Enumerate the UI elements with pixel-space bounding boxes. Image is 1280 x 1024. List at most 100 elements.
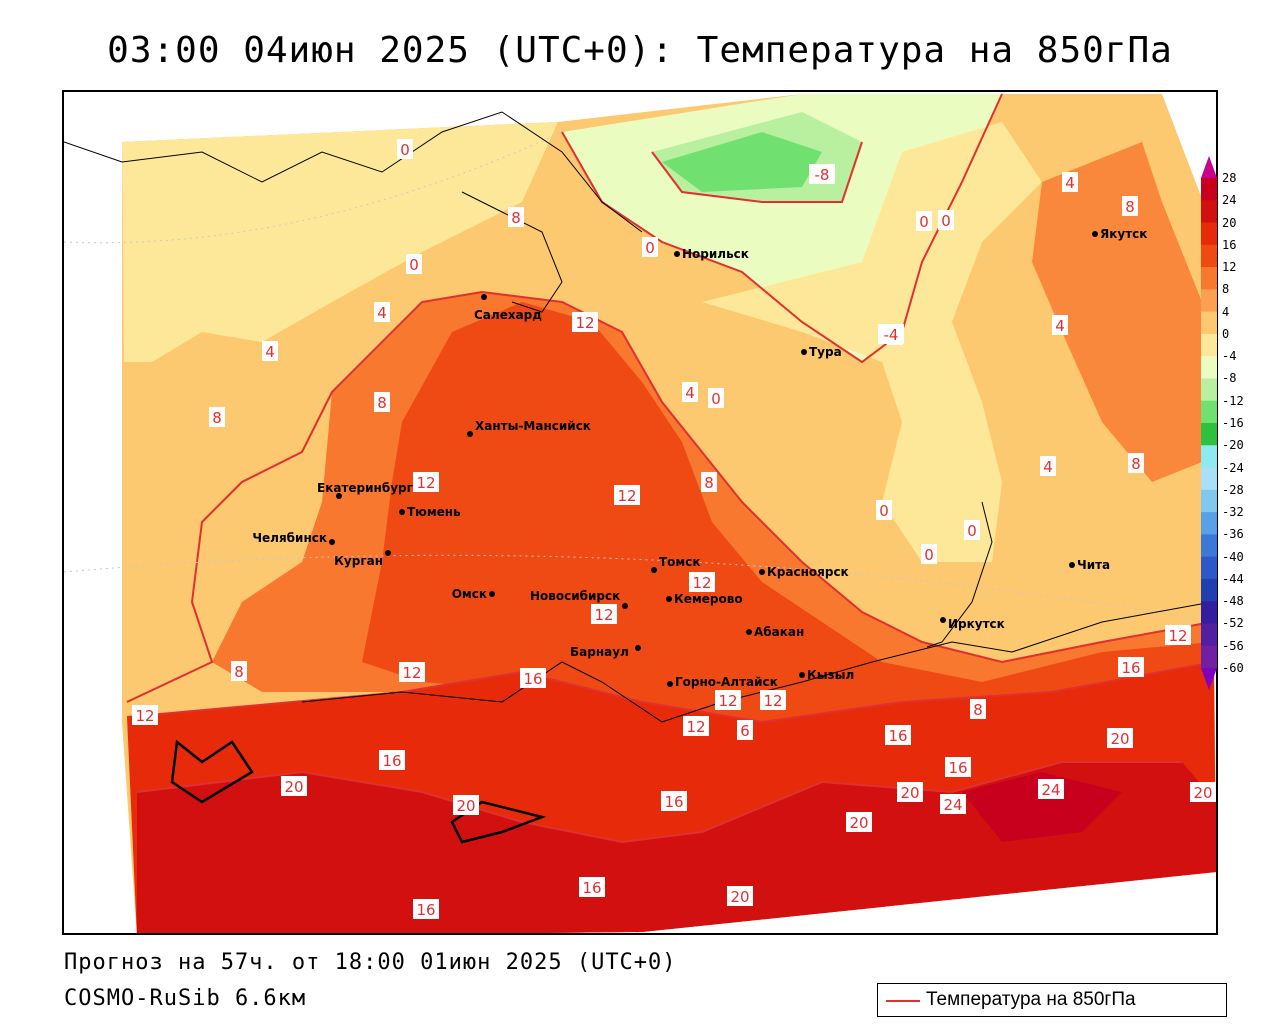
isotherm-label: 20 xyxy=(1110,730,1129,748)
colorbar-tick-label: -36 xyxy=(1222,527,1244,542)
isotherm-label-box xyxy=(940,794,966,814)
isotherm-label-box xyxy=(379,750,405,770)
isotherm-label-box xyxy=(885,725,911,745)
isotherm-label-box xyxy=(682,382,698,402)
isotherm-label-box xyxy=(1040,456,1056,476)
colorbar-tick-label: -24 xyxy=(1222,460,1244,475)
city-label: Екатеринбург xyxy=(317,481,413,495)
colorbar-tick-label: -40 xyxy=(1222,549,1244,564)
map-title: 03:00 04июн 2025 (UTC+0): Температура на… xyxy=(107,30,1173,71)
isotherm-label-box xyxy=(132,705,158,725)
isotherm-label: 24 xyxy=(943,796,962,814)
city-label: Новосибирск xyxy=(530,589,620,603)
colorbar-tick-label: -12 xyxy=(1222,393,1244,408)
city-marker xyxy=(666,596,672,602)
isotherm-label: 16 xyxy=(416,901,435,919)
city-label: Якутск xyxy=(1100,227,1147,241)
isotherm-label-box xyxy=(614,485,640,505)
city-marker xyxy=(667,681,673,687)
colorbar-cell xyxy=(1201,289,1217,313)
colorbar-tick-label: -48 xyxy=(1222,594,1244,609)
temperature-zone-0-4-east xyxy=(702,122,1042,562)
isotherm-label: 16 xyxy=(948,759,967,777)
isotherm-label: 0 xyxy=(645,239,655,257)
isotherm-label-box xyxy=(921,544,937,564)
isotherm-label-box xyxy=(413,472,439,492)
isotherm-label-box xyxy=(689,572,715,592)
isotherm-label: 16 xyxy=(888,727,907,745)
colorbar-tick-label: 24 xyxy=(1222,193,1237,208)
city-label: Салехард xyxy=(474,308,542,322)
isotherm-label-box xyxy=(1107,728,1133,748)
city-label: Горно-Алтайск xyxy=(675,675,778,689)
colorbar-cell xyxy=(1201,222,1217,246)
isotherm-label-box xyxy=(374,302,390,322)
isotherm-label: 12 xyxy=(1168,627,1187,645)
isotherm-label-box xyxy=(374,392,390,412)
city-marker xyxy=(799,672,805,678)
isotherm-label: 8 xyxy=(511,209,521,227)
colorbar-cell xyxy=(1201,556,1217,580)
isotherm-label-box xyxy=(281,776,307,796)
temperature-zone-12-16 xyxy=(362,302,1214,722)
city-label: Омск xyxy=(452,587,487,601)
isotherm-label-box xyxy=(715,690,741,710)
city-label: Кемерово xyxy=(674,592,743,606)
grid-line xyxy=(64,554,1216,623)
colorbar-tick-label: -20 xyxy=(1222,438,1244,453)
colorbar-tick-label: 8 xyxy=(1222,282,1230,297)
isotherm-label: 12 xyxy=(135,707,154,725)
city-label: Красноярск xyxy=(767,565,849,579)
colorbar-tick-label: -28 xyxy=(1222,482,1244,497)
isotherm-label-box xyxy=(727,886,753,906)
temperature-zone-24-28 xyxy=(962,772,1122,842)
city-marker xyxy=(622,603,628,609)
isotherm-label-box xyxy=(231,661,247,681)
forecast-info: Прогноз на 57ч. от 18:00 01июн 2025 (UTC… xyxy=(64,950,677,975)
isotherm-label-box xyxy=(876,500,892,520)
colorbar-cell xyxy=(1201,512,1217,535)
isotherm-label-box xyxy=(760,690,786,710)
city-label: Челябинск xyxy=(252,531,327,545)
isotherm-label: 12 xyxy=(763,692,782,710)
isotherm-label-box xyxy=(701,472,717,492)
isotherm-label: 12 xyxy=(402,664,421,682)
city-label: Ханты-Мансийск xyxy=(475,419,591,433)
legend: Температура на 850гПа xyxy=(877,983,1227,1017)
isotherm-label: 4 xyxy=(377,304,387,322)
colorbar-cell xyxy=(1201,333,1217,357)
isotherm-label: 20 xyxy=(456,797,475,815)
colorbar-tick-label: -4 xyxy=(1222,349,1237,364)
isotherm-label-box xyxy=(399,662,425,682)
map-canvas: Салехард Норильск Якутск Тура Ханты-Мансийск… xyxy=(64,93,1216,933)
city-marker xyxy=(759,569,765,575)
isotherm-label-box xyxy=(591,604,617,624)
isotherm-labels-layer: 08044881212121212408-8004844800041216128… xyxy=(132,139,1216,919)
colorbar-cell xyxy=(1201,601,1217,624)
colorbar-tick-label: -32 xyxy=(1222,505,1244,520)
isotherm-label-box xyxy=(916,211,932,231)
colorbar-tick-label: -16 xyxy=(1222,416,1244,430)
city-label: Курган xyxy=(334,554,383,568)
isotherm-label-box xyxy=(1122,196,1138,216)
city-label: Томск xyxy=(659,555,701,569)
colorbar-tick-label: -8 xyxy=(1222,371,1237,386)
colorbar-cell xyxy=(1201,467,1217,491)
isotherm-label: 20 xyxy=(284,778,303,796)
colorbar-cell xyxy=(1201,311,1217,335)
colorbar xyxy=(1201,156,1217,690)
isotherm-label: 0 xyxy=(924,546,934,564)
isotherm-label-box xyxy=(642,237,658,257)
city-marker xyxy=(746,629,752,635)
city-marker xyxy=(801,349,807,355)
isotherm-label: 0 xyxy=(941,212,951,230)
temperature-zone-below-minus8 xyxy=(662,132,822,192)
isotherm-label: 8 xyxy=(234,663,244,681)
temperature-zone-0-4 xyxy=(122,122,558,362)
isotherm-label: 0 xyxy=(919,213,929,231)
city-label: Тюмень xyxy=(407,505,461,519)
isotherm-label-box xyxy=(209,407,225,427)
isotherm-label-box xyxy=(520,668,546,688)
isotherm-label: 8 xyxy=(704,474,714,492)
colorbar-cell xyxy=(1201,356,1217,379)
